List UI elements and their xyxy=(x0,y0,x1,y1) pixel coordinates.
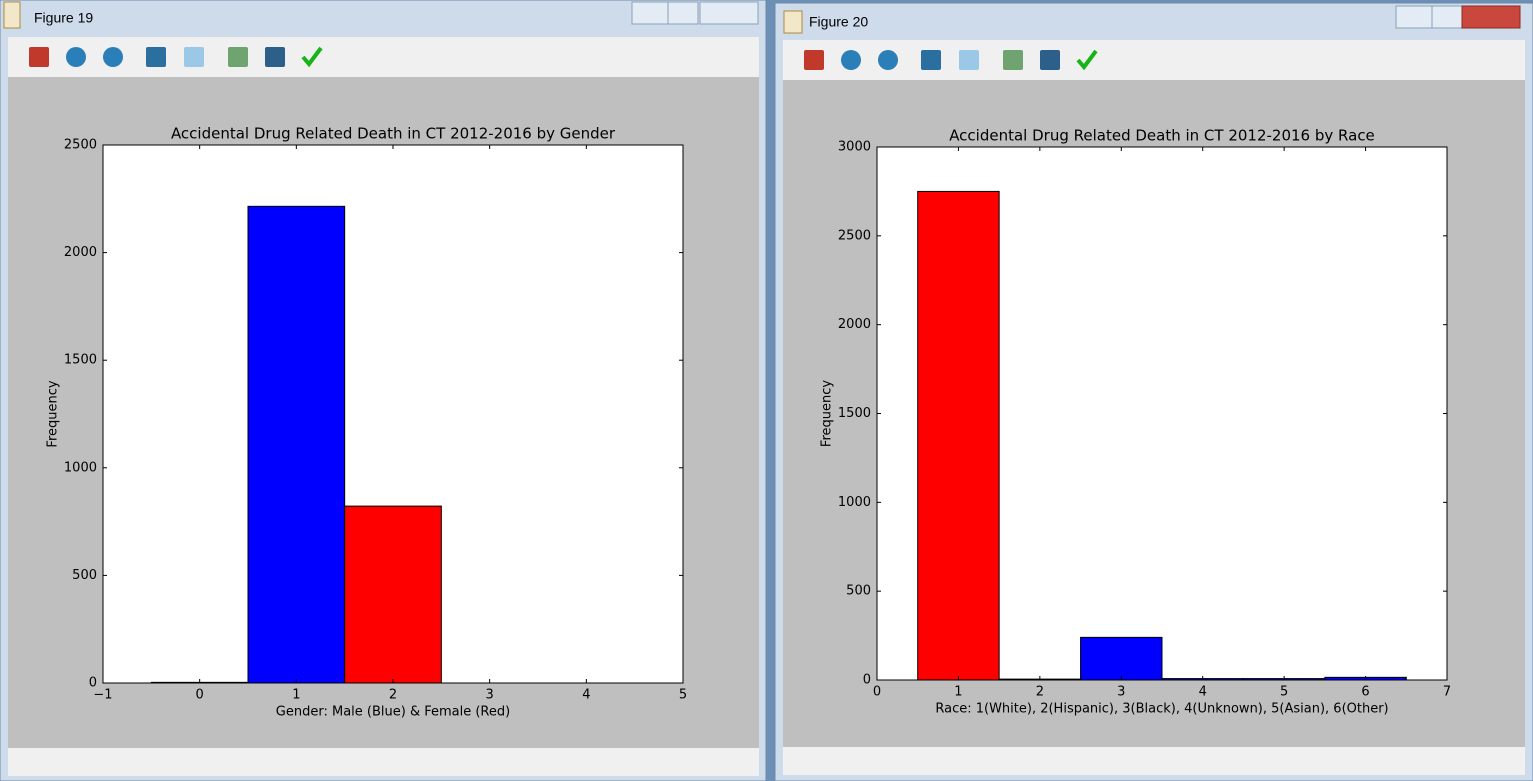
histogram-bar xyxy=(1080,636,1163,681)
toolbar-button[interactable] xyxy=(146,47,166,67)
y-tick-label: 2000 xyxy=(64,245,97,260)
y-tick-label: 500 xyxy=(72,568,97,583)
toolbar-button[interactable] xyxy=(1003,50,1023,70)
minimize-button[interactable] xyxy=(1395,5,1433,29)
plot-frame xyxy=(102,144,684,684)
x-tick-label: 1 xyxy=(292,688,300,703)
toolbar-button[interactable] xyxy=(1040,50,1060,70)
toolbar-button[interactable] xyxy=(66,47,86,67)
x-tick-label: 5 xyxy=(1280,685,1288,700)
y-axis-label: Frequency xyxy=(820,380,835,447)
x-tick-label: 1 xyxy=(954,685,962,700)
toolbar-button[interactable] xyxy=(228,47,248,67)
window-icon xyxy=(783,10,803,34)
x-tick-label: 3 xyxy=(486,688,494,703)
y-tick-label: 1500 xyxy=(64,353,97,368)
toolbar-button[interactable] xyxy=(1076,49,1098,71)
toolbar-button[interactable] xyxy=(301,46,323,68)
toolbar-button[interactable] xyxy=(921,50,941,70)
toolbar-button[interactable] xyxy=(959,50,979,70)
toolbar-button[interactable] xyxy=(841,50,861,70)
x-tick-label: 0 xyxy=(873,685,881,700)
toolbar-button[interactable] xyxy=(103,47,123,67)
x-tick-label: 0 xyxy=(196,688,204,703)
chart-title: Accidental Drug Related Death in CT 2012… xyxy=(949,127,1375,145)
maximize-button[interactable] xyxy=(667,1,699,25)
x-tick-label: 2 xyxy=(1036,685,1044,700)
y-tick-label: 0 xyxy=(89,676,97,691)
y-axis-label: Frequency xyxy=(46,380,61,447)
x-tick-label: 5 xyxy=(679,688,687,703)
window-icon xyxy=(3,1,21,29)
toolbar-button[interactable] xyxy=(29,47,49,67)
x-tick-label: 4 xyxy=(1199,685,1207,700)
y-tick-label: 1000 xyxy=(64,460,97,475)
toolbar-button[interactable] xyxy=(184,47,204,67)
y-tick-label: 1000 xyxy=(838,495,871,510)
chart-title: Accidental Drug Related Death in CT 2012… xyxy=(171,125,616,143)
plot-frame xyxy=(876,146,1448,681)
toolbar-button[interactable] xyxy=(804,50,824,70)
histogram-bar xyxy=(247,205,346,684)
x-tick-label: 2 xyxy=(389,688,397,703)
window-title: Figure 20 xyxy=(809,14,868,30)
x-tick-label: 4 xyxy=(582,688,590,703)
x-axis-label: Gender: Male (Blue) & Female (Red) xyxy=(276,705,510,720)
window-title: Figure 19 xyxy=(34,10,93,26)
status-bar xyxy=(783,747,1525,775)
close-button[interactable] xyxy=(1461,5,1521,29)
y-tick-label: 500 xyxy=(846,584,871,599)
x-tick-label: 3 xyxy=(1117,685,1125,700)
histogram-bar xyxy=(917,190,1000,681)
y-tick-label: 2000 xyxy=(838,317,871,332)
y-tick-label: 3000 xyxy=(838,140,871,155)
minimize-button[interactable] xyxy=(631,1,669,25)
toolbar xyxy=(783,40,1525,80)
y-tick-label: 2500 xyxy=(64,138,97,153)
toolbar xyxy=(8,37,759,77)
maximize-button[interactable] xyxy=(1431,5,1463,29)
x-tick-label: 7 xyxy=(1443,685,1451,700)
close-button[interactable] xyxy=(699,1,759,25)
y-tick-label: 0 xyxy=(863,673,871,688)
toolbar-button[interactable] xyxy=(265,47,285,67)
histogram-bar xyxy=(344,505,442,684)
x-tick-label: 6 xyxy=(1361,685,1369,700)
y-tick-label: 1500 xyxy=(838,406,871,421)
x-tick-label: −1 xyxy=(93,688,112,703)
status-bar xyxy=(8,748,759,776)
x-axis-label: Race: 1(White), 2(Hispanic), 3(Black), 4… xyxy=(935,702,1388,717)
toolbar-button[interactable] xyxy=(878,50,898,70)
y-tick-label: 2500 xyxy=(838,228,871,243)
